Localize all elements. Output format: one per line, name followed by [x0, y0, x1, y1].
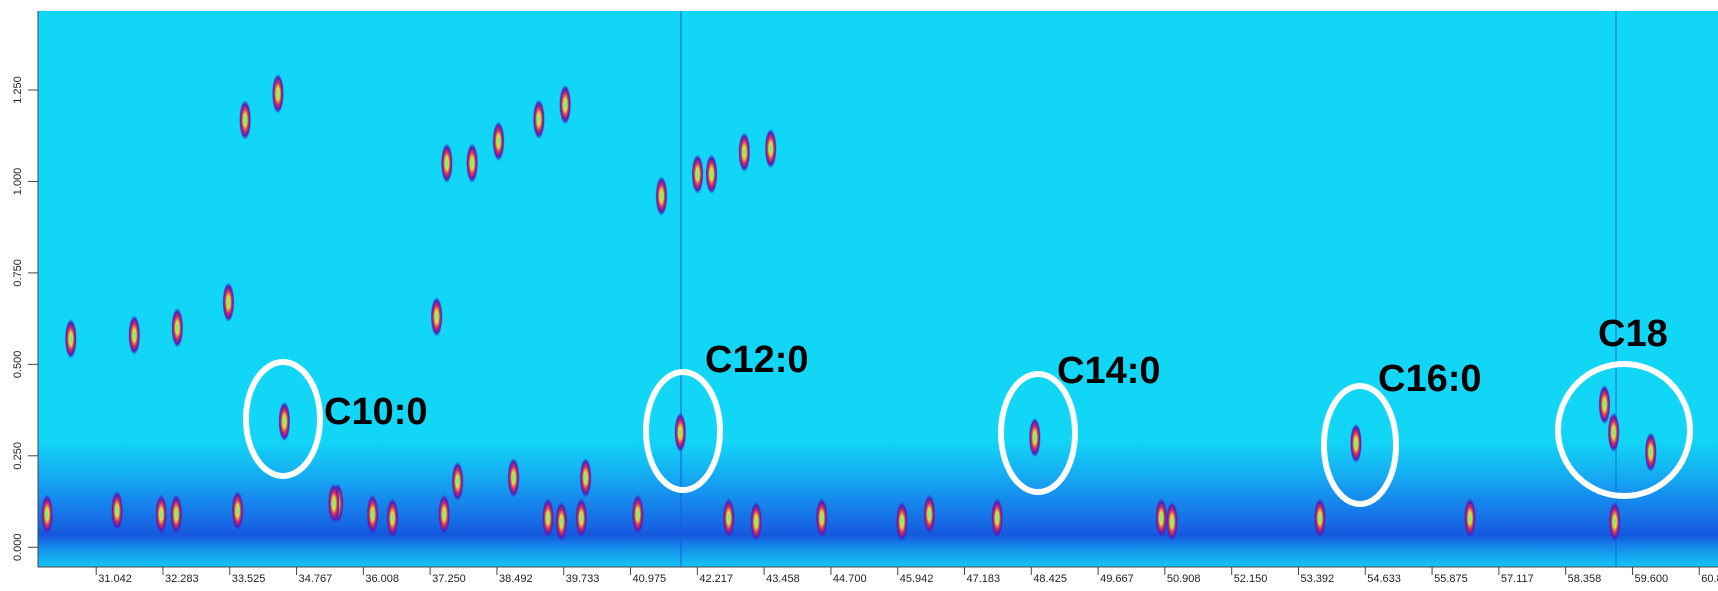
x-tick-label: 37.250 [432, 573, 466, 585]
x-tick-label: 33.525 [232, 573, 266, 585]
annotation-circle [643, 369, 723, 493]
y-tick-label: 0.500 [12, 351, 24, 379]
peaks [41, 73, 1657, 542]
peak [764, 128, 777, 169]
peak [532, 99, 545, 140]
peak [222, 282, 235, 323]
peak [631, 494, 644, 535]
peak [41, 494, 54, 535]
peak [1608, 501, 1621, 542]
x-tick-label: 50.908 [1167, 573, 1201, 585]
annotation: C12:0 [705, 339, 809, 381]
x-tick-label: 32.283 [165, 573, 199, 585]
y-tick-label: 1.000 [12, 168, 24, 196]
peak [722, 497, 735, 538]
y-tick-label: 0.250 [12, 442, 24, 470]
x-tick-label: 31.042 [98, 573, 132, 585]
peak [386, 497, 399, 538]
x-tick-label: 44.700 [833, 573, 867, 585]
peak [559, 84, 572, 125]
x-tick-label: 54.633 [1367, 573, 1401, 585]
peak [579, 457, 592, 498]
peak [239, 100, 252, 141]
x-tick-label: 60.842 [1701, 573, 1718, 585]
x-tick-label: 36.008 [365, 573, 399, 585]
peak [1349, 423, 1362, 464]
peak [1028, 417, 1041, 458]
peak [541, 497, 554, 538]
peak [64, 318, 77, 359]
y-tick-label: 1.250 [12, 76, 24, 104]
x-tick-label: 43.458 [766, 573, 800, 585]
baseline-band [38, 440, 1718, 567]
annotation: C10:0 [324, 391, 428, 433]
x-tick-label: 59.600 [1634, 573, 1668, 585]
peak [555, 501, 568, 542]
x-tick-label: 34.767 [299, 573, 333, 585]
x-tick-label: 53.392 [1301, 573, 1335, 585]
peak [738, 132, 751, 173]
peak [1598, 384, 1611, 425]
x-tick-label: 55.875 [1434, 573, 1468, 585]
peak [440, 143, 453, 184]
peak [438, 494, 451, 535]
peak [1607, 412, 1620, 453]
peak [155, 494, 168, 535]
peak [507, 457, 520, 498]
peak [492, 121, 505, 162]
peak [575, 497, 588, 538]
peak [691, 154, 704, 195]
peak [366, 494, 379, 535]
peak [278, 401, 291, 442]
x-tick-label: 57.117 [1501, 573, 1534, 585]
x-tick-label: 52.150 [1234, 573, 1268, 585]
peak [1165, 501, 1178, 542]
annotation: C14:0 [1057, 350, 1161, 392]
peak [705, 154, 718, 195]
x-tick-label: 47.183 [967, 573, 1001, 585]
x-tick-label: 45.942 [900, 573, 934, 585]
peak [895, 501, 908, 542]
annotation-circle [1321, 383, 1399, 507]
peak [750, 501, 763, 542]
x-tick-label: 42.217 [699, 573, 733, 585]
peak [1155, 497, 1168, 538]
peak [923, 494, 936, 535]
peak [1313, 497, 1326, 538]
peak [815, 497, 828, 538]
annotation-circle [243, 359, 323, 479]
x-tick-label: 49.667 [1100, 573, 1134, 585]
y-tick-label: 0.750 [12, 259, 24, 287]
peak [271, 73, 284, 114]
peak [451, 461, 464, 502]
peak [1464, 497, 1477, 538]
annotation-circle [998, 371, 1078, 495]
peak [430, 296, 443, 337]
x-tick-label: 48.425 [1033, 573, 1067, 585]
peak [170, 494, 183, 535]
annotation: C16:0 [1378, 358, 1482, 400]
x-tick-label: 39.733 [566, 573, 600, 585]
annotation-circles [243, 359, 1693, 507]
peak [327, 483, 340, 524]
axes: 31.042 32.283 33.525 34.767 36.008 37.250 38.4… [12, 76, 1718, 585]
annotation: C18 [1598, 313, 1668, 355]
x-tick-label: 38.492 [499, 573, 533, 585]
peak [231, 490, 244, 531]
peak [674, 412, 687, 453]
peak [128, 315, 141, 356]
peak [171, 307, 184, 348]
x-tick-label: 40.975 [633, 573, 667, 585]
peak [1644, 432, 1657, 473]
peak [991, 497, 1004, 538]
peak [655, 176, 668, 217]
annotation-circle [1555, 361, 1693, 499]
peak [466, 143, 479, 184]
y-tick-label: 0.000 [12, 533, 24, 561]
peak [111, 490, 124, 531]
x-tick-label: 58.358 [1568, 573, 1602, 585]
